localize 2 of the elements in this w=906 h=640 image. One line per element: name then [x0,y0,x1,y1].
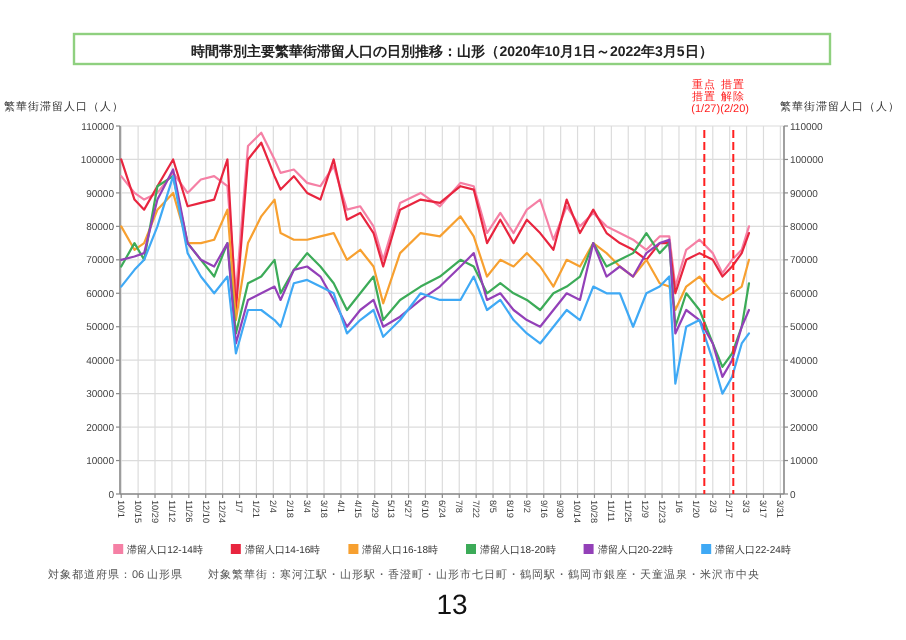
text: 13 [436,588,468,620]
line-series [120,191,751,322]
